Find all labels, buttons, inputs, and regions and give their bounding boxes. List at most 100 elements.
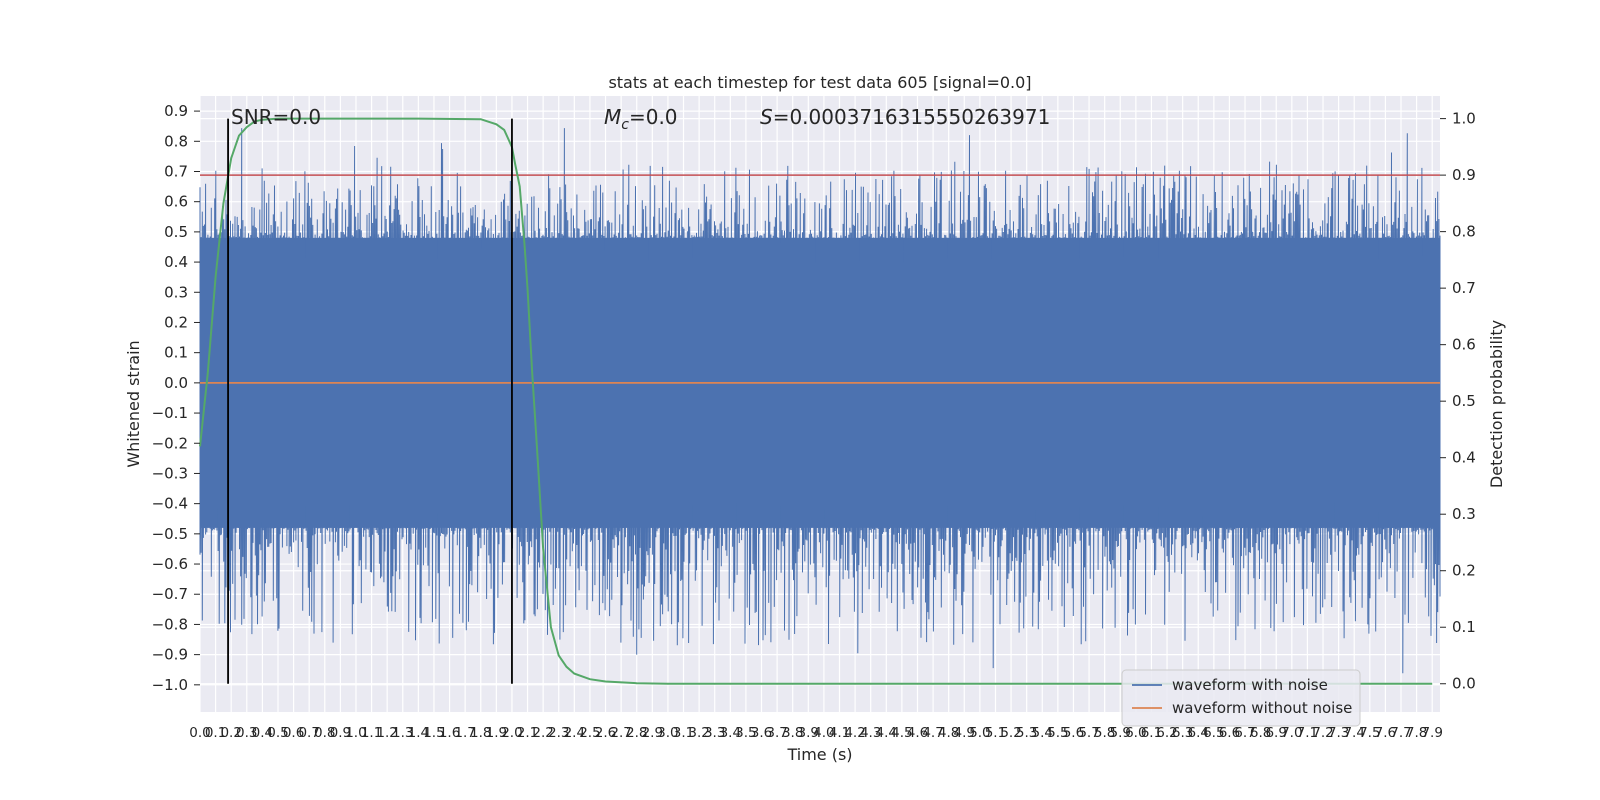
y-tick-label: 0.8 [164,132,188,150]
y-tick-label: −1.0 [152,676,188,694]
x-tick-label: 6.5 [1203,725,1224,741]
y-tick-label: 0.7 [164,162,188,180]
x-tick-label: 0.3 [236,725,257,741]
x-tick-label: 4.8 [938,725,959,741]
y2-tick-label: 0.6 [1452,336,1476,354]
x-tick-label: 6.9 [1265,725,1286,741]
x-tick-label: 5.2 [1000,725,1021,741]
detection-probability-series [199,117,1433,685]
y2-tick-label: 1.0 [1452,110,1476,128]
x-tick-label: 5.0 [969,725,990,741]
y-tick-label: 0.1 [164,344,188,362]
x-tick-label: 7.5 [1359,725,1380,741]
x-tick-label: 1.7 [454,725,475,741]
x-tick-label: 7.9 [1421,725,1442,741]
statistic-annotation: S=0.0003716315550263971 [760,105,1050,129]
y2-tick-label: 0.2 [1452,562,1476,580]
x-tick-label: 5.3 [1016,725,1037,741]
x-tick-label: 7.1 [1297,725,1318,741]
x-tick-label: 3.4 [720,725,741,741]
y2-tick-label: 0.4 [1452,449,1476,467]
x-tick-label: 7.2 [1312,725,1333,741]
x-tick-label: 5.7 [1078,725,1099,741]
x-tick-label: 3.9 [798,725,819,741]
x-axis-ticks: 0.00.10.20.30.40.50.60.70.80.91.01.11.21… [189,725,1443,741]
x-tick-label: 5.8 [1094,725,1115,741]
x-tick-label: 6.8 [1250,725,1271,741]
x-tick-label: 5.6 [1063,725,1084,741]
legend: waveform with noise waveform without noi… [1121,669,1361,727]
x-tick-label: 1.6 [439,725,460,741]
x-tick-label: 4.9 [954,725,975,741]
x-tick-label: 2.1 [517,725,538,741]
x-tick-label: 0.6 [283,725,304,741]
x-tick-label: 3.0 [657,725,678,741]
x-tick-label: 2.0 [501,725,522,741]
y-tick-label: 0.2 [164,313,188,331]
x-tick-label: 4.6 [907,725,928,741]
y2-axis-title: Detection probability [1487,320,1506,488]
x-tick-label: 3.8 [782,725,803,741]
legend-label-noise: waveform with noise [1172,676,1328,694]
x-tick-label: 0.0 [189,725,210,741]
x-tick-label: 5.4 [1032,725,1053,741]
probability-curve [199,117,1433,685]
x-tick-label: 6.7 [1234,725,1255,741]
x-tick-label: 2.3 [548,725,569,741]
x-tick-label: 4.0 [813,725,834,741]
x-tick-label: 1.0 [345,725,366,741]
x-tick-label: 3.5 [735,725,756,741]
legend-label-clean: waveform without noise [1172,699,1352,717]
y-tick-label: −0.4 [152,495,188,513]
x-tick-label: 1.3 [392,725,413,741]
y-tick-label: −0.3 [152,464,188,482]
waveform-spikes [199,128,1441,674]
y-tick-label: −0.6 [152,555,188,573]
x-tick-label: 2.7 [610,725,631,741]
y-tick-label: 0.5 [164,223,188,241]
x-tick-label: 4.1 [829,725,850,741]
x-tick-label: 3.3 [704,725,725,741]
x-tick-label: 1.5 [423,725,444,741]
x-tick-label: 7.7 [1390,725,1411,741]
chart-title: stats at each timestep for test data 605… [608,73,1031,92]
x-tick-label: 6.0 [1125,725,1146,741]
y-tick-label: −0.1 [152,404,188,422]
x-tick-label: 2.5 [579,725,600,741]
x-tick-label: 0.2 [220,725,241,741]
marker-lines [227,118,513,684]
x-tick-label: 1.2 [376,725,397,741]
y-tick-label: −0.9 [152,646,188,664]
y2-axis-ticks: 1.0 0.9 0.8 0.7 0.6 0.5 0.4 0.3 0.2 0.1 0.0 [1440,110,1476,693]
x-tick-label: 1.4 [408,725,429,741]
legend-box [1121,669,1361,727]
x-tick-label: 4.2 [844,725,865,741]
x-tick-label: 3.1 [673,725,694,741]
y2-tick-label: 0.5 [1452,392,1476,410]
y-tick-label: 0.4 [164,253,188,271]
x-tick-label: 2.4 [564,725,585,741]
x-tick-label: 2.2 [532,725,553,741]
y-axis-title: Whitened strain [124,340,143,467]
x-tick-label: 3.2 [688,725,709,741]
x-tick-label: 7.0 [1281,725,1302,741]
y-tick-label: −0.2 [152,434,188,452]
y-tick-label: 0.3 [164,283,188,301]
y2-tick-label: 0.9 [1452,166,1476,184]
y-tick-label: −0.5 [152,525,188,543]
y2-tick-label: 0.8 [1452,223,1476,241]
x-tick-label: 3.6 [751,725,772,741]
y-tick-label: 0.6 [164,193,188,211]
x-tick-label: 7.3 [1328,725,1349,741]
x-tick-label: 7.4 [1343,725,1364,741]
x-tick-label: 4.4 [876,725,897,741]
x-tick-label: 1.9 [486,725,507,741]
x-tick-label: 4.7 [922,725,943,741]
snr-annotation: SNR=0.0 [231,105,321,129]
x-tick-label: 6.1 [1141,725,1162,741]
y2-tick-label: 0.7 [1452,279,1476,297]
x-tick-label: 0.8 [314,725,335,741]
x-tick-label: 6.2 [1156,725,1177,741]
y2-tick-label: 0.3 [1452,505,1476,523]
